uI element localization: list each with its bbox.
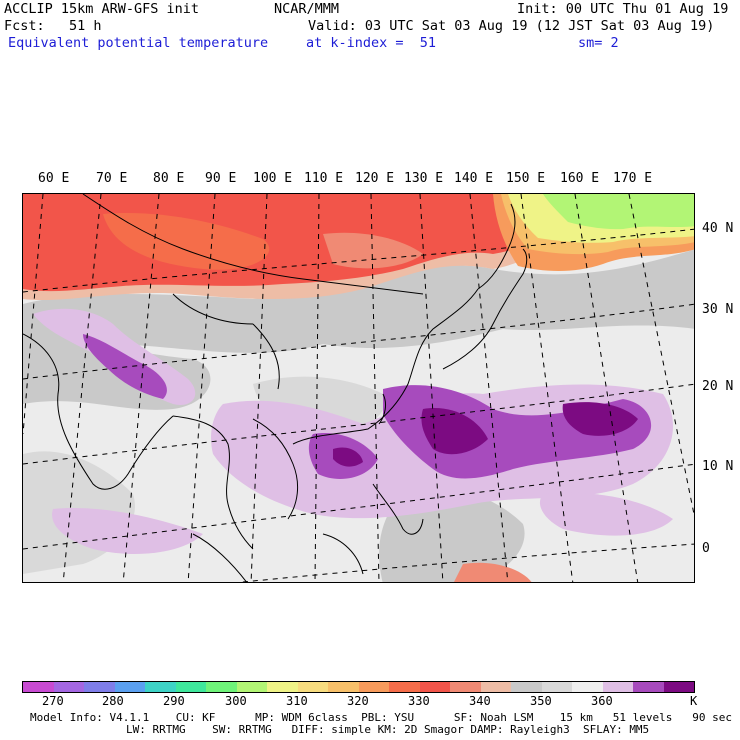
border-himalaya <box>172 293 254 325</box>
colorbar-tick: 320 <box>347 694 369 708</box>
lavender-io <box>52 508 204 554</box>
bay-coast <box>172 415 254 550</box>
colorbar-swatch <box>633 682 664 692</box>
colorbar-swatch <box>267 682 298 692</box>
lon-label: 90 E <box>205 171 237 186</box>
purple-india <box>83 334 167 399</box>
lon-label: 160 E <box>560 171 600 186</box>
colorbar-swatch <box>297 682 328 692</box>
lat-line-10 <box>23 463 694 550</box>
lon-label: 130 E <box>404 171 444 186</box>
darkpurple-east <box>562 402 638 436</box>
lon-label: 120 E <box>355 171 395 186</box>
lon-label: 170 E <box>613 171 653 186</box>
lon-label: 80 E <box>153 171 185 186</box>
forecast-hour: Fcst: 51 h <box>4 18 102 34</box>
border-myanmar <box>252 323 280 390</box>
lon-line-60 <box>23 194 44 435</box>
india-coast <box>23 333 174 490</box>
lon-label: 70 E <box>96 171 128 186</box>
lat-label: 40 N <box>702 221 734 236</box>
japan-coast <box>442 248 528 370</box>
theta-e-field <box>23 194 694 582</box>
colorbar-swatch <box>145 682 176 692</box>
lat-label: 0 <box>702 541 710 556</box>
colorbar-swatch <box>236 682 267 692</box>
colorbar-swatch <box>419 682 450 692</box>
philippines-coast <box>372 483 424 535</box>
colorbar-tick: 350 <box>530 694 552 708</box>
korea-coast <box>477 203 516 290</box>
lat-line-0 <box>238 543 694 582</box>
colorbar-swatch <box>450 682 481 692</box>
colorbar-tick: 300 <box>225 694 247 708</box>
valid-time: Valid: 03 UTC Sat 03 Aug 19 (12 JST Sat … <box>308 18 715 34</box>
colorbar-swatch <box>511 682 542 692</box>
field-name: Equivalent potential temperature <box>8 35 269 51</box>
init-time: Init: 00 UTC Thu 01 Aug 19 <box>517 1 729 17</box>
colorbar-tick: 280 <box>102 694 124 708</box>
lon-label: 110 E <box>304 171 344 186</box>
colorbar <box>22 681 695 693</box>
lon-label: 150 E <box>506 171 546 186</box>
colorbar-swatch <box>541 682 572 692</box>
purple-wpac <box>383 385 652 479</box>
colorbar-swatch <box>480 682 511 692</box>
colorbar-swatch <box>389 682 420 692</box>
model-info-line2: LW: RRTMG SW: RRTMG DIFF: simple KM: 2D … <box>126 723 650 736</box>
border-mongolia <box>82 194 424 295</box>
colorbar-tick: 330 <box>408 694 430 708</box>
colorbar-swatch <box>358 682 389 692</box>
colorbar-unit: K <box>690 694 698 708</box>
taiwan-coast <box>378 393 387 425</box>
gray-band <box>23 249 694 363</box>
coastlines <box>23 194 528 582</box>
orange-patch <box>103 213 270 270</box>
center-label: NCAR/MMM <box>274 1 340 17</box>
colorbar-swatch <box>84 682 115 692</box>
lon-label: 140 E <box>454 171 494 186</box>
model-info-line1: Model Info: V4.1.1 CU: KF MP: WDM 6class… <box>30 711 732 724</box>
lat-label: 30 N <box>702 302 734 317</box>
colorbar-tick: 290 <box>163 694 185 708</box>
colorbar-swatch <box>602 682 633 692</box>
indochina-coast <box>252 418 299 520</box>
colorbar-swatch <box>53 682 84 692</box>
lon-line-170 <box>628 194 694 517</box>
lon-label: 60 E <box>38 171 70 186</box>
model-title: ACCLIP 15km ARW-GFS init <box>4 1 200 17</box>
graticule <box>23 194 694 582</box>
colorbar-swatch <box>175 682 206 692</box>
lavender-se <box>539 492 673 536</box>
borneo-coast <box>322 533 364 575</box>
colorbar-swatch <box>572 682 603 692</box>
smoothing-label: sm= 2 <box>578 35 619 51</box>
salmon-patch <box>323 232 423 269</box>
colorbar-swatch <box>114 682 145 692</box>
sumatra-coast <box>192 533 248 582</box>
colorbar-tick: 340 <box>469 694 491 708</box>
colorbar-swatch <box>328 682 359 692</box>
colorbar-tick: 310 <box>286 694 308 708</box>
colorbar-swatch <box>23 682 54 692</box>
lat-line-20 <box>23 383 694 465</box>
lat-label: 20 N <box>702 379 734 394</box>
level-label: at k-index = 51 <box>306 35 437 51</box>
colorbar-swatch <box>206 682 237 692</box>
lon-label: 100 E <box>253 171 293 186</box>
green-ne <box>543 194 694 230</box>
map-panel <box>22 193 695 583</box>
darkpurple-scs <box>333 447 363 467</box>
colorbar-tick: 270 <box>42 694 64 708</box>
salmon-south <box>454 562 532 582</box>
colorbar-swatch <box>663 682 694 692</box>
darkpurple-wpac <box>421 408 488 455</box>
lat-label: 10 N <box>702 459 734 474</box>
colorbar-tick: 360 <box>591 694 613 708</box>
china-coast <box>292 288 479 445</box>
